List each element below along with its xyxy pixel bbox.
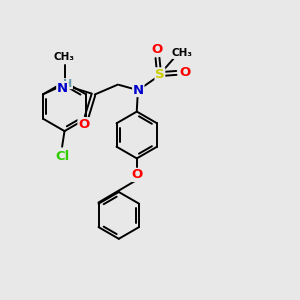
Text: CH₃: CH₃ xyxy=(54,52,75,62)
Text: O: O xyxy=(180,66,191,80)
Text: O: O xyxy=(152,43,163,56)
Text: O: O xyxy=(131,168,142,182)
Text: S: S xyxy=(155,68,165,81)
Text: Cl: Cl xyxy=(55,150,69,163)
Text: O: O xyxy=(78,118,89,131)
Text: N: N xyxy=(133,83,144,97)
Text: N: N xyxy=(57,82,68,95)
Text: H: H xyxy=(63,79,72,89)
Text: CH₃: CH₃ xyxy=(171,48,192,59)
